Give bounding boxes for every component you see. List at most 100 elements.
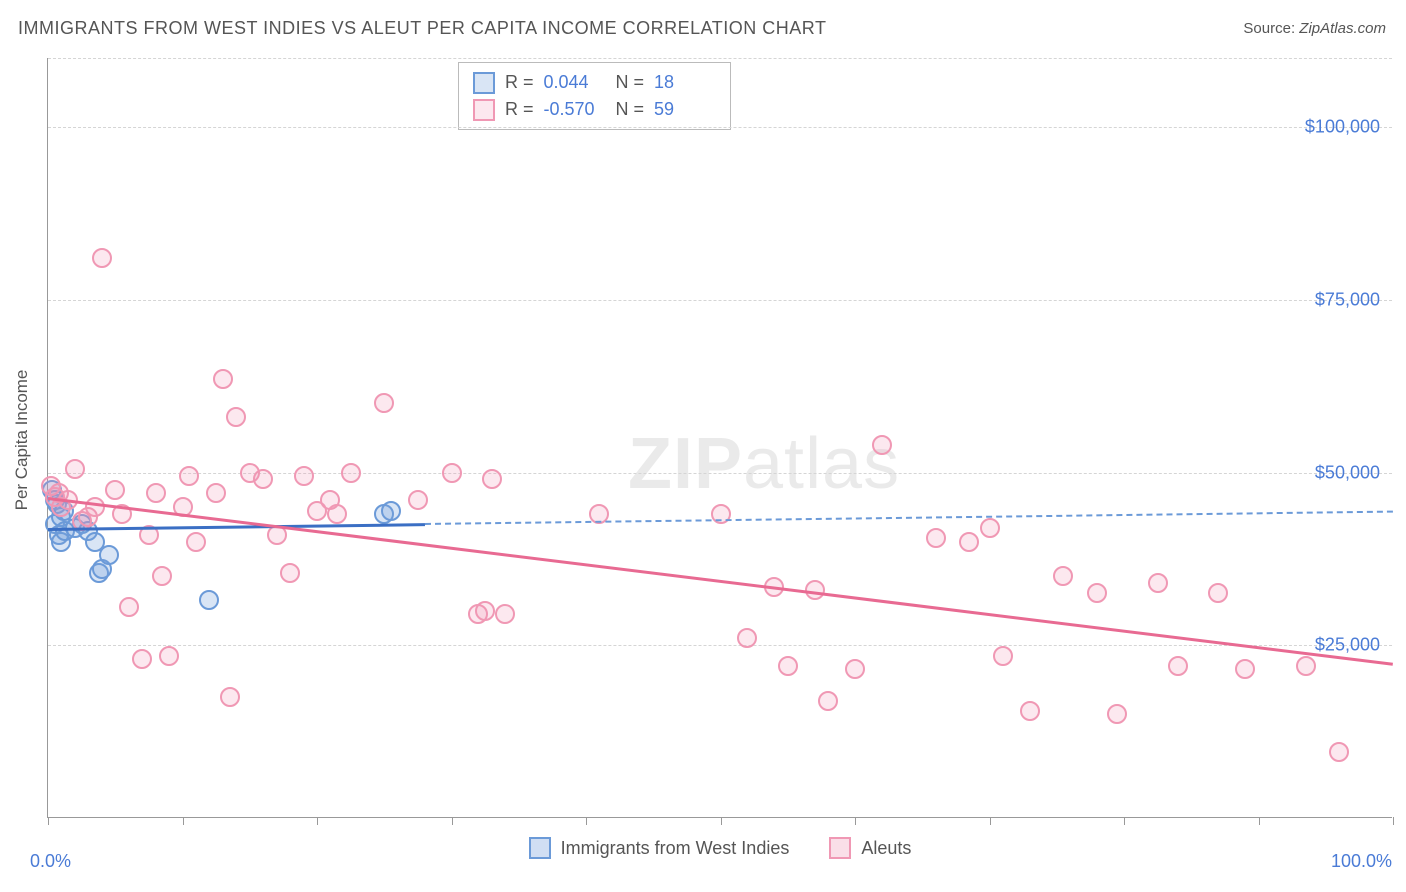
x-axis-max-label: 100.0%	[1331, 851, 1392, 872]
legend-swatch-blue	[473, 72, 495, 94]
x-tick	[586, 817, 587, 825]
gridline	[48, 127, 1392, 128]
scatter-point	[1235, 659, 1255, 679]
scatter-point	[199, 590, 219, 610]
corr-n-label: N =	[616, 96, 645, 123]
scatter-point	[341, 463, 361, 483]
scatter-point	[65, 459, 85, 479]
corr-legend-row-1: R = -0.570 N = 59	[473, 96, 716, 123]
scatter-point	[1208, 583, 1228, 603]
scatter-point	[737, 628, 757, 648]
y-tick-label: $50,000	[1315, 462, 1380, 483]
scatter-point	[959, 532, 979, 552]
scatter-point	[980, 518, 1000, 538]
chart-container: IMMIGRANTS FROM WEST INDIES VS ALEUT PER…	[0, 0, 1406, 892]
scatter-point	[146, 483, 166, 503]
scatter-point	[495, 604, 515, 624]
y-tick-label: $100,000	[1305, 117, 1380, 138]
x-tick	[183, 817, 184, 825]
watermark-zip: ZIP	[628, 424, 743, 504]
regression-line	[425, 511, 1393, 525]
plot-area: ZIPatlas R = 0.044 N = 18 R = -0.570 N =…	[47, 58, 1392, 818]
scatter-point	[179, 466, 199, 486]
scatter-point	[408, 490, 428, 510]
y-tick-label: $25,000	[1315, 635, 1380, 656]
x-axis-min-label: 0.0%	[30, 851, 71, 872]
scatter-point	[152, 566, 172, 586]
corr-n-value-0: 18	[654, 69, 716, 96]
scatter-point	[442, 463, 462, 483]
scatter-point	[186, 532, 206, 552]
corr-n-label: N =	[616, 69, 645, 96]
scatter-point	[280, 563, 300, 583]
scatter-point	[374, 393, 394, 413]
scatter-point	[294, 466, 314, 486]
source-value: ZipAtlas.com	[1299, 20, 1386, 37]
scatter-point	[1168, 656, 1188, 676]
source-attribution: Source: ZipAtlas.com	[1243, 20, 1386, 37]
y-axis-title: Per Capita Income	[12, 370, 32, 511]
x-tick	[1393, 817, 1394, 825]
x-tick	[990, 817, 991, 825]
gridline	[48, 300, 1392, 301]
scatter-point	[132, 649, 152, 669]
scatter-point	[475, 601, 495, 621]
x-tick	[452, 817, 453, 825]
chart-title: IMMIGRANTS FROM WEST INDIES VS ALEUT PER…	[18, 18, 826, 39]
scatter-point	[482, 469, 502, 489]
scatter-point	[1053, 566, 1073, 586]
corr-r-label: R =	[505, 96, 534, 123]
scatter-point	[1329, 742, 1349, 762]
scatter-point	[778, 656, 798, 676]
corr-r-label: R =	[505, 69, 534, 96]
x-tick	[48, 817, 49, 825]
scatter-point	[993, 646, 1013, 666]
scatter-point	[105, 480, 125, 500]
gridline	[48, 58, 1392, 59]
correlation-legend: R = 0.044 N = 18 R = -0.570 N = 59	[458, 62, 731, 130]
x-tick	[1259, 817, 1260, 825]
scatter-point	[1020, 701, 1040, 721]
legend-swatch-blue	[529, 837, 551, 859]
scatter-point	[99, 545, 119, 565]
corr-r-value-0: 0.044	[544, 69, 606, 96]
scatter-point	[213, 369, 233, 389]
source-label: Source:	[1243, 20, 1295, 37]
gridline	[48, 645, 1392, 646]
scatter-point	[327, 504, 347, 524]
corr-legend-row-0: R = 0.044 N = 18	[473, 69, 716, 96]
scatter-point	[1107, 704, 1127, 724]
x-tick	[1124, 817, 1125, 825]
scatter-point	[818, 691, 838, 711]
corr-r-value-1: -0.570	[544, 96, 606, 123]
legend-swatch-pink	[473, 99, 495, 121]
scatter-point	[226, 407, 246, 427]
legend-label-0: Immigrants from West Indies	[561, 838, 790, 859]
scatter-point	[92, 248, 112, 268]
scatter-point	[926, 528, 946, 548]
scatter-point	[85, 497, 105, 517]
scatter-point	[381, 501, 401, 521]
corr-n-value-1: 59	[654, 96, 716, 123]
legend-item-1: Aleuts	[829, 837, 911, 859]
scatter-point	[253, 469, 273, 489]
legend-label-1: Aleuts	[861, 838, 911, 859]
bottom-legend: Immigrants from West Indies Aleuts	[48, 837, 1392, 859]
scatter-point	[1148, 573, 1168, 593]
scatter-point	[220, 687, 240, 707]
x-tick	[317, 817, 318, 825]
legend-item-0: Immigrants from West Indies	[529, 837, 790, 859]
x-tick	[721, 817, 722, 825]
y-tick-label: $75,000	[1315, 289, 1380, 310]
x-tick	[855, 817, 856, 825]
scatter-point	[1087, 583, 1107, 603]
scatter-point	[206, 483, 226, 503]
scatter-point	[1296, 656, 1316, 676]
watermark: ZIPatlas	[628, 423, 900, 505]
scatter-point	[845, 659, 865, 679]
legend-swatch-pink	[829, 837, 851, 859]
scatter-point	[119, 597, 139, 617]
scatter-point	[872, 435, 892, 455]
regression-line	[48, 523, 425, 530]
scatter-point	[159, 646, 179, 666]
